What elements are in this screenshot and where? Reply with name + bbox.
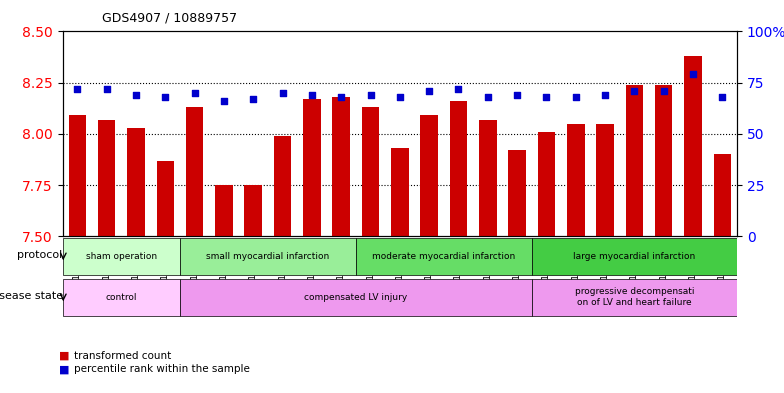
Text: moderate myocardial infarction: moderate myocardial infarction — [372, 252, 515, 261]
Point — [129, 92, 142, 98]
Text: progressive decompensati
on of LV and heart failure: progressive decompensati on of LV and he… — [575, 287, 694, 307]
Text: compensated LV injury: compensated LV injury — [304, 292, 408, 301]
Bar — [274, 136, 292, 393]
Point — [335, 94, 347, 100]
Point — [452, 86, 465, 92]
Text: percentile rank within the sample: percentile rank within the sample — [74, 364, 250, 375]
FancyBboxPatch shape — [63, 279, 180, 316]
Bar — [98, 119, 115, 393]
Point — [687, 71, 699, 77]
Point — [481, 94, 494, 100]
Bar — [684, 56, 702, 393]
Bar — [157, 160, 174, 393]
Bar — [450, 101, 467, 393]
Point — [716, 94, 728, 100]
Point — [423, 88, 435, 94]
Point — [658, 88, 670, 94]
Point — [394, 94, 406, 100]
Text: ■: ■ — [59, 364, 69, 375]
FancyBboxPatch shape — [63, 239, 180, 275]
Bar — [127, 128, 145, 393]
Point — [100, 86, 113, 92]
Bar — [361, 107, 379, 393]
FancyBboxPatch shape — [532, 239, 737, 275]
Point — [188, 90, 201, 96]
Bar — [68, 116, 86, 393]
Bar — [567, 124, 585, 393]
Bar — [303, 99, 321, 393]
Bar — [538, 132, 555, 393]
Point — [569, 94, 582, 100]
Bar — [245, 185, 262, 393]
Bar — [332, 97, 350, 393]
Bar — [479, 119, 496, 393]
FancyBboxPatch shape — [180, 239, 356, 275]
Bar — [597, 124, 614, 393]
Text: control: control — [106, 292, 137, 301]
Bar — [655, 85, 673, 393]
FancyBboxPatch shape — [180, 279, 532, 316]
Point — [247, 96, 260, 102]
Bar — [215, 185, 233, 393]
Point — [540, 94, 553, 100]
Point — [511, 92, 524, 98]
FancyBboxPatch shape — [356, 239, 532, 275]
Bar — [391, 148, 408, 393]
Point — [276, 90, 289, 96]
Text: sham operation: sham operation — [85, 252, 157, 261]
Text: large myocardial infarction: large myocardial infarction — [573, 252, 695, 261]
Point — [365, 92, 377, 98]
Point — [306, 92, 318, 98]
Point — [599, 92, 612, 98]
Point — [218, 98, 230, 104]
Bar — [508, 150, 526, 393]
Bar — [713, 154, 731, 393]
FancyBboxPatch shape — [532, 279, 737, 316]
Point — [159, 94, 172, 100]
Text: small myocardial infarction: small myocardial infarction — [206, 252, 329, 261]
Text: ■: ■ — [59, 351, 69, 361]
Point — [71, 86, 84, 92]
Bar — [626, 85, 643, 393]
Bar — [420, 116, 438, 393]
Bar — [186, 107, 203, 393]
Text: disease state: disease state — [0, 291, 63, 301]
Point — [628, 88, 641, 94]
Text: GDS4907 / 10889757: GDS4907 / 10889757 — [102, 12, 237, 25]
Text: protocol: protocol — [17, 250, 63, 260]
Text: transformed count: transformed count — [74, 351, 172, 361]
